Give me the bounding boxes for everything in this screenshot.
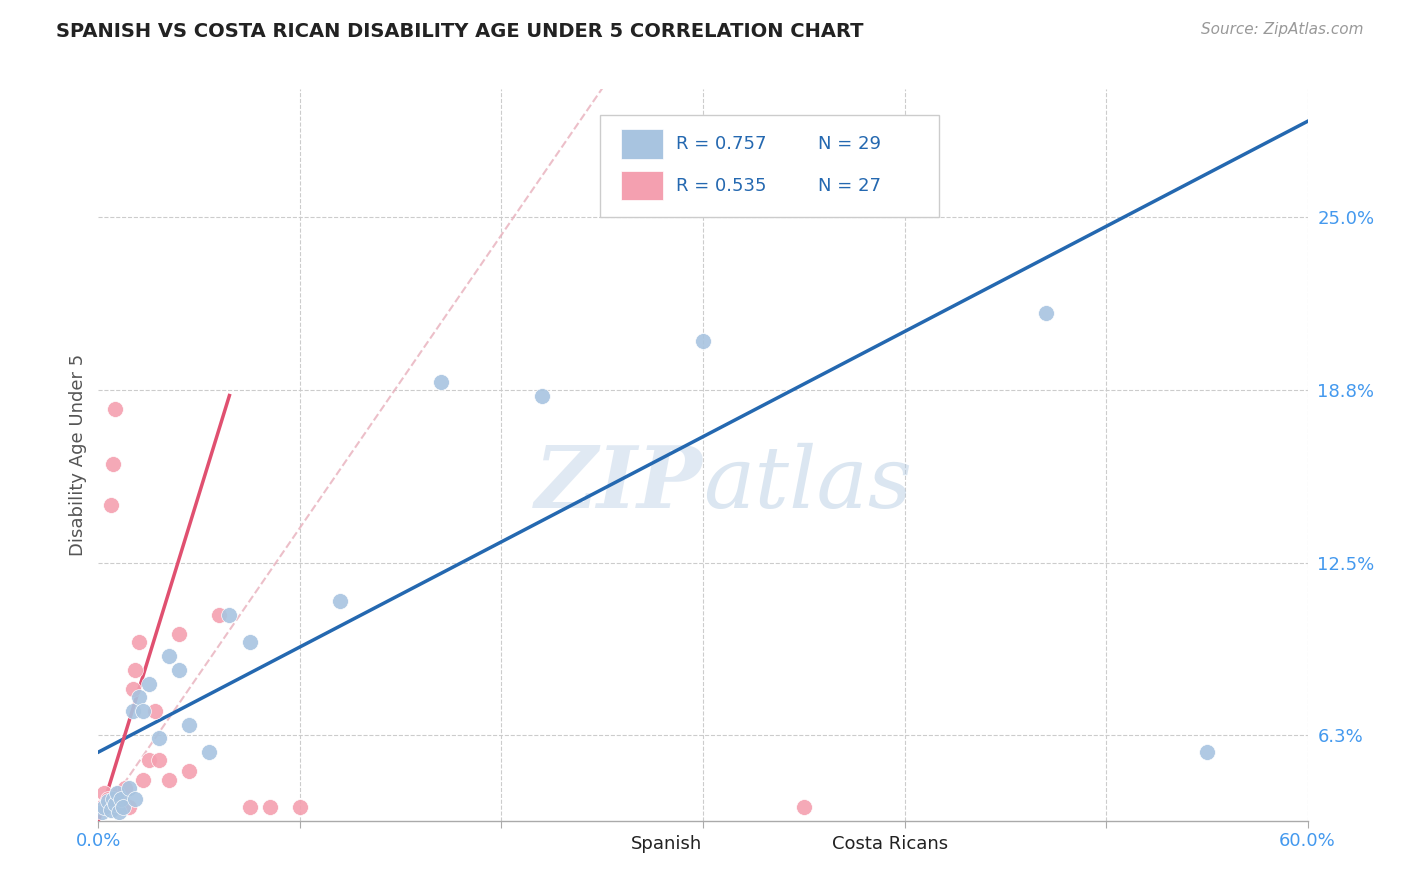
- Point: [93, 786, 115, 800]
- Point: [97, 791, 120, 805]
- Point: [110, 791, 132, 805]
- Text: N = 27: N = 27: [818, 177, 882, 194]
- Point: [157, 772, 180, 787]
- Text: atlas: atlas: [703, 442, 912, 525]
- Bar: [595, 835, 624, 854]
- Point: [208, 607, 231, 622]
- Point: [1195, 745, 1218, 759]
- Point: [128, 690, 150, 705]
- Text: ZIP: ZIP: [536, 442, 703, 526]
- Text: SPANISH VS COSTA RICAN DISABILITY AGE UNDER 5 CORRELATION CHART: SPANISH VS COSTA RICAN DISABILITY AGE UN…: [56, 22, 863, 41]
- Point: [105, 800, 128, 814]
- Text: R = 0.535: R = 0.535: [676, 177, 766, 194]
- Point: [1035, 306, 1057, 320]
- Point: [430, 375, 453, 389]
- Point: [138, 676, 160, 690]
- Point: [148, 753, 170, 767]
- Point: [793, 800, 815, 814]
- Point: [96, 800, 118, 814]
- Point: [103, 797, 125, 812]
- Point: [121, 681, 143, 696]
- Point: [239, 800, 262, 814]
- Point: [118, 780, 141, 795]
- Point: [91, 805, 114, 820]
- Point: [121, 704, 143, 718]
- Point: [100, 803, 122, 817]
- Bar: [621, 171, 664, 201]
- Bar: [793, 835, 824, 854]
- Point: [124, 663, 146, 677]
- Point: [692, 334, 714, 348]
- Point: [118, 800, 141, 814]
- Point: [101, 457, 124, 471]
- Point: [132, 772, 155, 787]
- Point: [179, 764, 201, 779]
- Text: Source: ZipAtlas.com: Source: ZipAtlas.com: [1201, 22, 1364, 37]
- Point: [111, 800, 134, 814]
- Text: N = 29: N = 29: [818, 135, 882, 153]
- Point: [107, 805, 129, 820]
- Point: [329, 594, 352, 608]
- Point: [167, 663, 190, 677]
- Point: [198, 745, 221, 759]
- Point: [97, 794, 120, 808]
- Point: [93, 800, 115, 814]
- Text: Spanish: Spanish: [630, 835, 702, 853]
- Point: [288, 800, 311, 814]
- Text: Costa Ricans: Costa Ricans: [832, 835, 949, 853]
- Point: [239, 635, 262, 649]
- Point: [530, 388, 553, 402]
- Point: [143, 704, 166, 718]
- Point: [107, 786, 129, 800]
- Point: [148, 731, 170, 746]
- Point: [179, 717, 201, 731]
- Point: [218, 607, 240, 622]
- Point: [124, 791, 146, 805]
- Point: [100, 498, 122, 512]
- Text: R = 0.757: R = 0.757: [676, 135, 766, 153]
- Point: [157, 649, 180, 664]
- Y-axis label: Disability Age Under 5: Disability Age Under 5: [69, 354, 87, 556]
- FancyBboxPatch shape: [600, 115, 939, 218]
- Point: [103, 402, 125, 417]
- Point: [138, 753, 160, 767]
- Point: [167, 627, 190, 641]
- Bar: [621, 129, 664, 159]
- Point: [105, 786, 128, 800]
- Point: [111, 800, 134, 814]
- Point: [114, 780, 136, 795]
- Point: [91, 800, 114, 814]
- Point: [132, 704, 155, 718]
- Point: [128, 635, 150, 649]
- Point: [101, 791, 124, 805]
- Point: [259, 800, 281, 814]
